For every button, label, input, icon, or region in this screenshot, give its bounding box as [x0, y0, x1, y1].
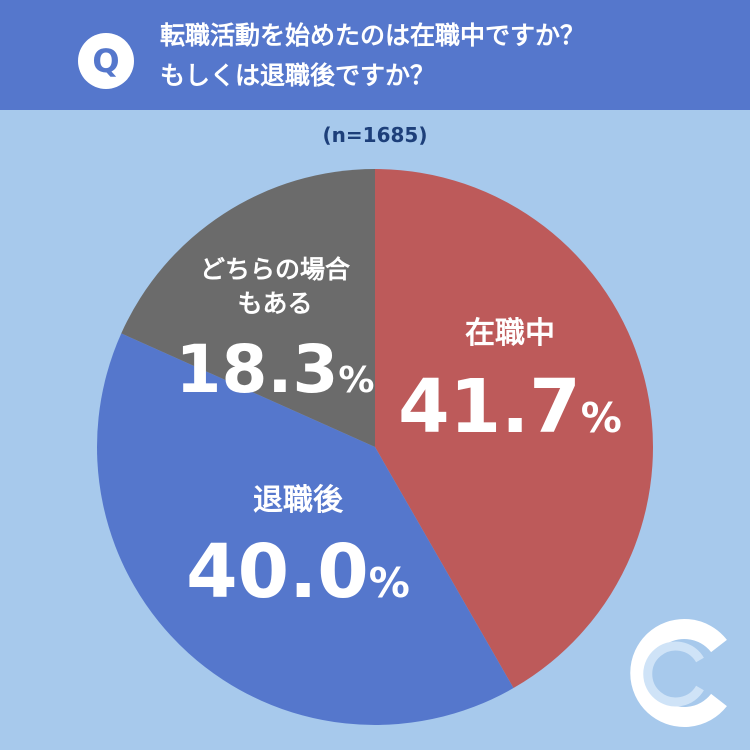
question-badge-icon: Q [78, 33, 134, 89]
slice-label-1: 在職中 [465, 316, 555, 351]
pie-slice-2 [96, 333, 514, 725]
sample-size: (n=1685) [322, 123, 428, 147]
question-line-2: もしくは退職後ですか？ [160, 61, 436, 90]
slice-label-2: 退職後 [253, 483, 344, 518]
pie-slices [96, 168, 653, 725]
question-text: 転職活動を始めたのは在職中ですか？ もしくは退職後ですか？ [160, 16, 720, 96]
question-line-1: 転職活動を始めたのは在職中ですか？ [160, 21, 586, 50]
pie-slice-3 [121, 168, 376, 447]
pie-slice-1 [375, 169, 653, 689]
c-logo-icon [630, 619, 727, 727]
question-header: Q 転職活動を始めたのは在職中ですか？ もしくは退職後ですか？ [0, 0, 750, 110]
slice-value-2: 40.0% [186, 529, 410, 615]
slice-label-3-line-2: もある [237, 289, 312, 318]
slice-label-3-line-1: どちらの場合 [200, 255, 351, 284]
slice-value-1: 41.7% [398, 364, 622, 450]
slice-value-3: 18.3% [176, 331, 375, 408]
